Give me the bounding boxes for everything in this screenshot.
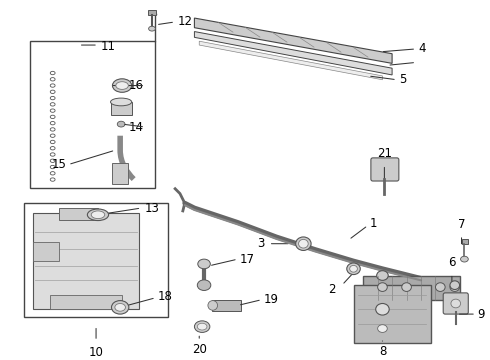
Text: 19: 19 — [264, 293, 279, 306]
Text: 4: 4 — [418, 42, 426, 55]
Bar — [112, 163, 128, 184]
Bar — [33, 213, 140, 309]
FancyBboxPatch shape — [371, 158, 399, 181]
Polygon shape — [195, 32, 392, 75]
Ellipse shape — [195, 321, 210, 332]
Polygon shape — [199, 41, 383, 80]
Text: 10: 10 — [89, 346, 103, 359]
Ellipse shape — [378, 325, 387, 332]
Ellipse shape — [461, 256, 468, 262]
Ellipse shape — [450, 281, 460, 289]
Text: 6: 6 — [448, 256, 456, 269]
Ellipse shape — [112, 301, 129, 314]
Ellipse shape — [87, 209, 109, 221]
Bar — [353, 285, 431, 343]
Bar — [24, 203, 169, 317]
Ellipse shape — [112, 79, 132, 92]
Ellipse shape — [116, 82, 128, 89]
Bar — [59, 208, 98, 220]
Text: 8: 8 — [379, 345, 386, 358]
Text: 12: 12 — [178, 15, 193, 28]
Text: 14: 14 — [128, 121, 143, 134]
Ellipse shape — [208, 301, 218, 310]
Bar — [363, 275, 460, 300]
Polygon shape — [195, 18, 392, 63]
Text: 2: 2 — [329, 283, 336, 297]
Ellipse shape — [198, 259, 210, 269]
Text: 16: 16 — [128, 79, 143, 92]
Text: 1: 1 — [370, 217, 377, 230]
Text: 7: 7 — [458, 218, 466, 231]
Ellipse shape — [451, 299, 461, 308]
Text: 13: 13 — [144, 202, 159, 215]
Text: 11: 11 — [101, 40, 116, 53]
Text: 20: 20 — [192, 343, 207, 356]
Ellipse shape — [378, 283, 387, 292]
Ellipse shape — [197, 280, 211, 291]
Polygon shape — [50, 295, 122, 309]
Ellipse shape — [111, 98, 132, 106]
Text: 5: 5 — [399, 73, 406, 86]
Text: 17: 17 — [240, 253, 255, 266]
Text: 15: 15 — [51, 158, 66, 171]
Ellipse shape — [377, 271, 388, 280]
Ellipse shape — [436, 283, 445, 292]
Ellipse shape — [91, 211, 105, 219]
Ellipse shape — [347, 263, 360, 275]
Ellipse shape — [197, 323, 207, 330]
Bar — [462, 239, 468, 244]
Ellipse shape — [148, 26, 155, 31]
Ellipse shape — [350, 265, 357, 272]
Ellipse shape — [450, 283, 460, 292]
Bar — [212, 300, 241, 311]
Text: 18: 18 — [158, 290, 172, 303]
Bar — [29, 41, 155, 188]
Bar — [111, 102, 132, 116]
Ellipse shape — [295, 237, 311, 251]
Ellipse shape — [402, 283, 412, 292]
Text: 9: 9 — [477, 307, 485, 321]
FancyBboxPatch shape — [443, 293, 468, 314]
Polygon shape — [33, 242, 59, 261]
Text: 21: 21 — [377, 147, 392, 160]
Ellipse shape — [298, 239, 308, 248]
Ellipse shape — [376, 303, 389, 315]
Ellipse shape — [115, 303, 125, 311]
Text: 3: 3 — [257, 237, 265, 250]
Bar — [148, 10, 156, 15]
Ellipse shape — [117, 121, 125, 127]
